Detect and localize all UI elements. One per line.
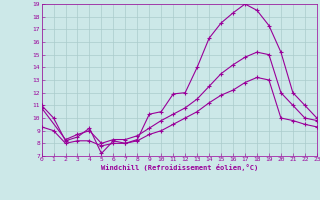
X-axis label: Windchill (Refroidissement éolien,°C): Windchill (Refroidissement éolien,°C) [100,164,258,171]
